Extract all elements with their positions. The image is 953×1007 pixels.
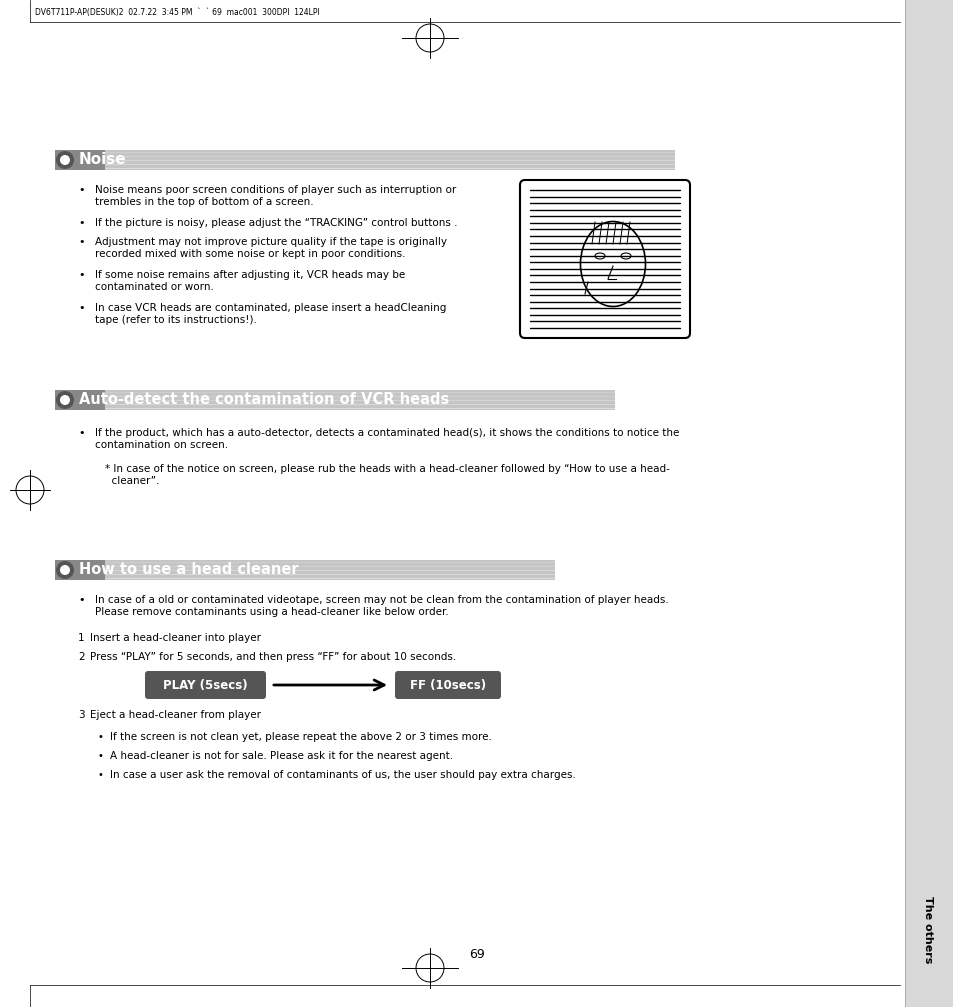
- FancyBboxPatch shape: [145, 671, 266, 699]
- Text: •: •: [79, 218, 85, 228]
- Text: •: •: [79, 270, 85, 280]
- Text: •: •: [79, 303, 85, 313]
- Text: FF (10secs): FF (10secs): [410, 679, 485, 692]
- Circle shape: [56, 151, 74, 169]
- Text: 2: 2: [78, 652, 85, 662]
- Bar: [55, 150, 105, 170]
- Text: •: •: [97, 751, 103, 761]
- Text: PLAY (5secs): PLAY (5secs): [163, 679, 248, 692]
- Bar: [105, 560, 555, 580]
- Bar: [105, 150, 675, 170]
- Text: •: •: [79, 237, 85, 247]
- Text: If the product, which has a auto-detector, detects a contaminated head(s), it sh: If the product, which has a auto-detecto…: [95, 428, 679, 449]
- Text: A head-cleaner is not for sale. Please ask it for the nearest agent.: A head-cleaner is not for sale. Please a…: [110, 751, 453, 761]
- FancyBboxPatch shape: [519, 180, 689, 338]
- Circle shape: [60, 155, 70, 165]
- Text: Noise means poor screen conditions of player such as interruption or
trembles in: Noise means poor screen conditions of pl…: [95, 185, 456, 206]
- Text: If the picture is noisy, please adjust the “TRACKING” control buttons .: If the picture is noisy, please adjust t…: [95, 218, 457, 228]
- Circle shape: [60, 395, 70, 405]
- Bar: [55, 560, 105, 580]
- Text: The others: The others: [923, 896, 932, 964]
- Text: * In case of the notice on screen, please rub the heads with a head-cleaner foll: * In case of the notice on screen, pleas…: [105, 464, 669, 485]
- Text: DV6T711P-AP(DESUK)2  02.7.22  3:45 PM  `  ` 69  mac001  300DPI  124LPI: DV6T711P-AP(DESUK)2 02.7.22 3:45 PM ` ` …: [35, 7, 319, 16]
- Text: If the screen is not clean yet, please repeat the above 2 or 3 times more.: If the screen is not clean yet, please r…: [110, 732, 492, 742]
- Circle shape: [60, 565, 70, 575]
- Text: 69: 69: [469, 949, 484, 962]
- Text: Auto-detect the contamination of VCR heads: Auto-detect the contamination of VCR hea…: [79, 393, 449, 408]
- Text: If some noise remains after adjusting it, VCR heads may be
contaminated or worn.: If some noise remains after adjusting it…: [95, 270, 405, 292]
- Text: •: •: [79, 595, 85, 605]
- Circle shape: [56, 561, 74, 579]
- Text: Eject a head-cleaner from player: Eject a head-cleaner from player: [90, 710, 261, 720]
- Text: Noise: Noise: [79, 152, 127, 167]
- Text: In case of a old or contaminated videotape, screen may not be clean from the con: In case of a old or contaminated videota…: [95, 595, 668, 616]
- Text: Adjustment may not improve picture quality if the tape is originally
recorded mi: Adjustment may not improve picture quali…: [95, 237, 447, 259]
- Text: •: •: [97, 770, 103, 780]
- Bar: [105, 390, 615, 410]
- Text: How to use a head cleaner: How to use a head cleaner: [79, 563, 298, 577]
- Circle shape: [56, 391, 74, 409]
- Text: •: •: [79, 428, 85, 438]
- Text: 1: 1: [78, 633, 85, 643]
- Text: Insert a head-cleaner into player: Insert a head-cleaner into player: [90, 633, 261, 643]
- Text: •: •: [79, 185, 85, 195]
- FancyBboxPatch shape: [395, 671, 500, 699]
- Text: 3: 3: [78, 710, 85, 720]
- Text: Press “PLAY” for 5 seconds, and then press “FF” for about 10 seconds.: Press “PLAY” for 5 seconds, and then pre…: [90, 652, 456, 662]
- Text: In case VCR heads are contaminated, please insert a headCleaning
tape (refer to : In case VCR heads are contaminated, plea…: [95, 303, 446, 324]
- Text: In case a user ask the removal of contaminants of us, the user should pay extra : In case a user ask the removal of contam…: [110, 770, 576, 780]
- Text: •: •: [97, 732, 103, 742]
- Bar: [55, 390, 105, 410]
- Bar: [904, 0, 953, 1007]
